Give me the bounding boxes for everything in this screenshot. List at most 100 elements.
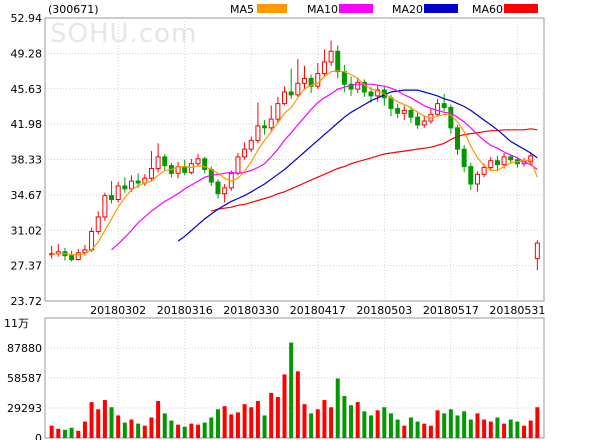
candle: [468, 162, 474, 190]
candle: [55, 244, 61, 257]
candle-body: [295, 82, 301, 96]
volume-bar: [249, 407, 254, 438]
candle-body: [255, 125, 261, 141]
volume-bar: [229, 414, 234, 438]
volume-bar: [149, 417, 154, 438]
candle: [155, 143, 161, 173]
candle-body: [89, 230, 95, 251]
volume-bar: [468, 419, 473, 438]
volume-bar: [422, 423, 427, 438]
volume-bar: [202, 422, 207, 438]
candle-body: [508, 156, 514, 161]
candle: [301, 65, 307, 90]
candle-body: [95, 216, 101, 232]
volume-bar: [342, 395, 347, 438]
candle-body: [401, 109, 407, 114]
candle: [408, 106, 414, 123]
volume-bar: [129, 419, 134, 438]
volume-bar: [69, 427, 74, 438]
candle-body: [474, 173, 480, 185]
candle-body: [102, 195, 108, 218]
volume-y-axis: 87880 58587 29293 0: [7, 342, 42, 440]
volume-bar: [502, 423, 507, 438]
volume-tick-label: 87880: [7, 342, 42, 355]
price-tick-label: 38.33: [11, 154, 43, 167]
candle-body: [501, 156, 507, 166]
volume-bar: [495, 417, 500, 438]
candle: [109, 181, 115, 204]
candle-body: [481, 167, 487, 175]
legend-swatch-ma60: [504, 4, 538, 13]
volume-bar: [435, 410, 440, 438]
volume-bar: [535, 407, 540, 438]
candle: [474, 171, 480, 192]
candle: [95, 211, 101, 235]
candle-body: [355, 81, 361, 90]
candle-body: [435, 103, 441, 115]
candle: [428, 109, 434, 124]
volume-bar: [462, 411, 467, 438]
candle: [435, 98, 441, 117]
watermark: SOHU.com: [50, 19, 197, 49]
candle-body: [461, 148, 467, 168]
candle: [361, 79, 367, 97]
date-tick-label: 20180330: [223, 304, 279, 317]
candle: [441, 93, 447, 112]
candle-body: [195, 158, 201, 165]
candle-body: [148, 168, 154, 179]
candle-body: [268, 118, 274, 129]
volume-bar: [322, 400, 327, 438]
candle-body: [488, 160, 494, 169]
candle: [195, 153, 201, 167]
candle-body: [162, 156, 168, 167]
candle: [282, 86, 288, 106]
candle-body: [361, 81, 367, 93]
ma5-line: [51, 70, 538, 256]
candle-body: [288, 91, 294, 96]
volume-bar: [488, 421, 493, 438]
legend-label-ma5: MA5: [230, 3, 254, 16]
candle-body: [222, 187, 228, 195]
volume-bar: [475, 413, 480, 438]
legend: MA5 MA10 MA20 MA60: [230, 3, 538, 16]
candle: [448, 104, 454, 134]
volume-bar: [222, 406, 227, 438]
volume-bar: [196, 424, 201, 438]
volume-bar: [102, 400, 107, 438]
volume-unit: 11万: [4, 317, 29, 330]
candle: [162, 153, 168, 171]
candle: [248, 136, 254, 153]
volume-bar: [329, 407, 334, 438]
candle: [421, 115, 427, 128]
volume-bar: [82, 421, 87, 438]
price-grid: [45, 18, 544, 438]
volume-bar: [169, 420, 174, 438]
candle-body: [275, 103, 281, 120]
volume-bar: [262, 415, 267, 438]
candle: [355, 77, 361, 93]
volume-bar: [176, 424, 181, 438]
volume-bar: [302, 404, 307, 438]
candle: [534, 240, 540, 271]
candle-body: [534, 242, 540, 260]
date-tick-label: 20180517: [423, 304, 479, 317]
volume-bar: [355, 402, 360, 438]
volume-bar: [282, 374, 287, 438]
candle-body: [421, 120, 427, 126]
price-tick-label: 31.02: [11, 224, 43, 237]
legend-swatch-ma10: [339, 4, 373, 13]
ma20-line: [177, 89, 538, 242]
candle: [268, 105, 274, 131]
volume-bar: [369, 415, 374, 438]
date-tick-label: 20180316: [157, 304, 213, 317]
candle-body: [395, 107, 401, 114]
volume-bar: [362, 411, 367, 438]
volume-bar: [448, 409, 453, 438]
legend-swatch-ma5: [257, 4, 287, 13]
legend-label-ma60: MA60: [472, 3, 503, 16]
candle: [295, 59, 301, 97]
date-tick-label: 20180302: [90, 304, 146, 317]
candle: [148, 151, 154, 182]
candle: [122, 177, 128, 193]
